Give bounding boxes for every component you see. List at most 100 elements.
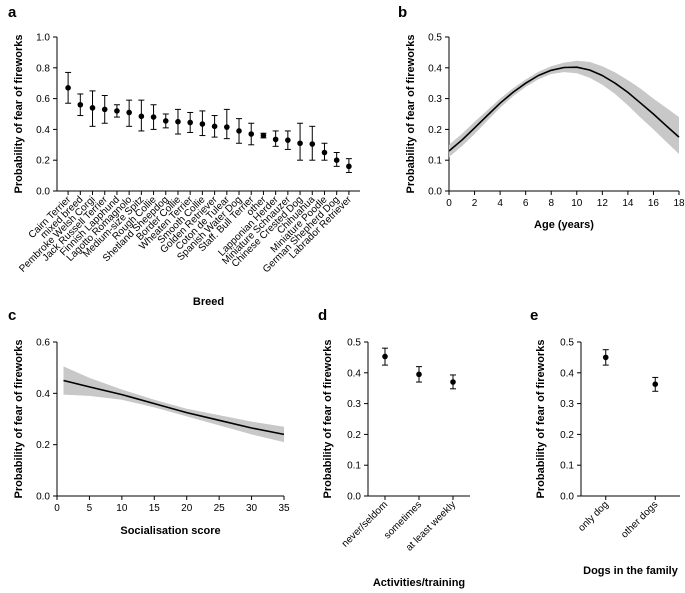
y-tick-label: 0.5 [560, 338, 574, 349]
data-point [333, 157, 340, 163]
y-tick-label: 0.2 [347, 430, 361, 441]
data-point [162, 118, 169, 124]
x-category-label: other dogs [619, 499, 660, 540]
y-tick-label: 0.6 [36, 338, 50, 349]
y-tick-label: 0.1 [428, 156, 442, 167]
x-tick-label: 25 [214, 503, 226, 514]
x-tick-label: 4 [497, 198, 503, 209]
y-tick-label: 0.2 [560, 430, 574, 441]
y-tick-label: 0.4 [36, 125, 50, 136]
x-axis-title: Socialisation score [120, 525, 220, 537]
x-axis-title: Activities/training [373, 577, 465, 589]
x-tick-label: 0 [54, 503, 60, 514]
panel-c: c 0.0 0.2 0.4 0.6 Probability of fear of fir… [8, 307, 290, 537]
data-point [114, 108, 120, 114]
y-tick-label: 0.5 [428, 33, 442, 44]
series-line [448, 66, 680, 152]
data-point [89, 105, 96, 111]
x-tick-label: 6 [523, 198, 529, 209]
x-category-label: only dog [576, 499, 611, 534]
panel-c-letter: c [8, 307, 16, 324]
y-tick-label: 0.3 [347, 399, 361, 410]
y-tick-label: 0.1 [347, 461, 361, 472]
confidence-band [449, 60, 679, 158]
data-point [224, 124, 230, 130]
data-point [175, 118, 181, 125]
data-point [260, 132, 267, 139]
y-tick-label: 0.2 [36, 440, 50, 451]
data-point [138, 113, 145, 120]
data-point [126, 109, 132, 116]
y-tick-label: 0.5 [347, 338, 361, 349]
panel-e-letter: e [530, 307, 538, 324]
panel-b: b 0.0 0.1 0.2 0.3 0.4 0.5 Probability of fear … [398, 4, 685, 231]
y-axis-title: Probability of fear of fireworks [405, 35, 417, 194]
data-point [77, 101, 84, 108]
data-point [187, 119, 193, 126]
panel-c-plot: 0.0 0.2 0.4 0.6 Probability of fear of firew… [13, 338, 290, 538]
x-category-label: never/seldom [340, 499, 390, 549]
x-tick-label: 30 [246, 503, 258, 514]
y-tick-label: 0.0 [36, 492, 50, 503]
x-tick-label: 8 [548, 198, 554, 209]
x-axis-title: Breed [193, 296, 224, 308]
data-point [248, 131, 255, 137]
data-point [309, 141, 316, 147]
y-tick-label: 0.1 [560, 461, 574, 472]
x-tick-label: 16 [648, 198, 660, 209]
panel-e-plot: 0.0 0.1 0.2 0.3 0.4 0.5 Probability of fear of… [535, 338, 680, 577]
x-tick-label: 0 [446, 198, 452, 209]
data-point [199, 121, 206, 127]
x-tick-label: 10 [116, 503, 128, 514]
panel-a-plot: 0.0 0.2 0.4 0.6 0.8 1.0 Probability of fear of… [13, 33, 360, 308]
data-point [101, 106, 108, 113]
panel-b-letter: b [398, 4, 407, 21]
y-tick-label: 0.4 [428, 63, 442, 74]
y-tick-label: 0.0 [428, 187, 442, 198]
data-point [150, 114, 157, 120]
y-tick-label: 0.0 [560, 492, 574, 503]
y-tick-label: 0.0 [36, 187, 50, 198]
y-tick-label: 0.4 [560, 368, 574, 379]
panel-d-letter: d [318, 307, 327, 324]
y-tick-label: 0.8 [36, 63, 50, 74]
y-tick-label: 0.6 [36, 94, 50, 105]
y-tick-label: 0.0 [347, 492, 361, 503]
panel-d: d 0.0 0.1 0.2 0.3 0.4 0.5 Probability of fear … [318, 307, 470, 589]
y-axis-title: Probability of fear of fireworks [13, 340, 25, 499]
x-tick-label: 5 [87, 503, 93, 514]
data-point [297, 140, 303, 147]
x-tick-label: 12 [597, 198, 609, 209]
x-tick-label: 15 [149, 503, 161, 514]
data-point [65, 85, 71, 91]
y-tick-label: 1.0 [36, 33, 50, 44]
x-axis-title: Dogs in the family [583, 565, 679, 577]
x-tick-label: 20 [181, 503, 193, 514]
data-point [321, 149, 328, 156]
data-point [272, 136, 279, 143]
data-point [211, 123, 218, 130]
panel-a-letter: a [8, 4, 17, 21]
x-tick-label: 10 [571, 198, 583, 209]
series-line [63, 379, 285, 436]
panel-e: e 0.0 0.1 0.2 0.3 0.4 0.5 Probability of fear … [530, 307, 680, 577]
data-point [450, 379, 456, 385]
x-tick-label: 18 [673, 198, 685, 209]
x-tick-label: 14 [622, 198, 634, 209]
y-tick-label: 0.3 [560, 399, 574, 410]
panel-a: a 0.0 0.2 0.4 0.6 0.8 1.0 Probability of fear … [8, 4, 360, 308]
y-axis-title: Probability of fear of fireworks [535, 340, 547, 499]
y-tick-label: 0.2 [36, 156, 50, 167]
x-tick-label: 2 [472, 198, 478, 209]
y-tick-label: 0.3 [428, 94, 442, 105]
data-point [382, 353, 388, 360]
panel-d-plot: 0.0 0.1 0.2 0.3 0.4 0.5 Probability of fear of… [322, 338, 470, 589]
data-point [602, 354, 609, 361]
y-tick-label: 0.4 [347, 368, 361, 379]
x-axis-title: Age (years) [534, 219, 594, 231]
y-tick-label: 0.4 [36, 389, 50, 400]
data-point [285, 137, 291, 143]
x-tick-label: 35 [278, 503, 290, 514]
data-point [652, 381, 659, 387]
